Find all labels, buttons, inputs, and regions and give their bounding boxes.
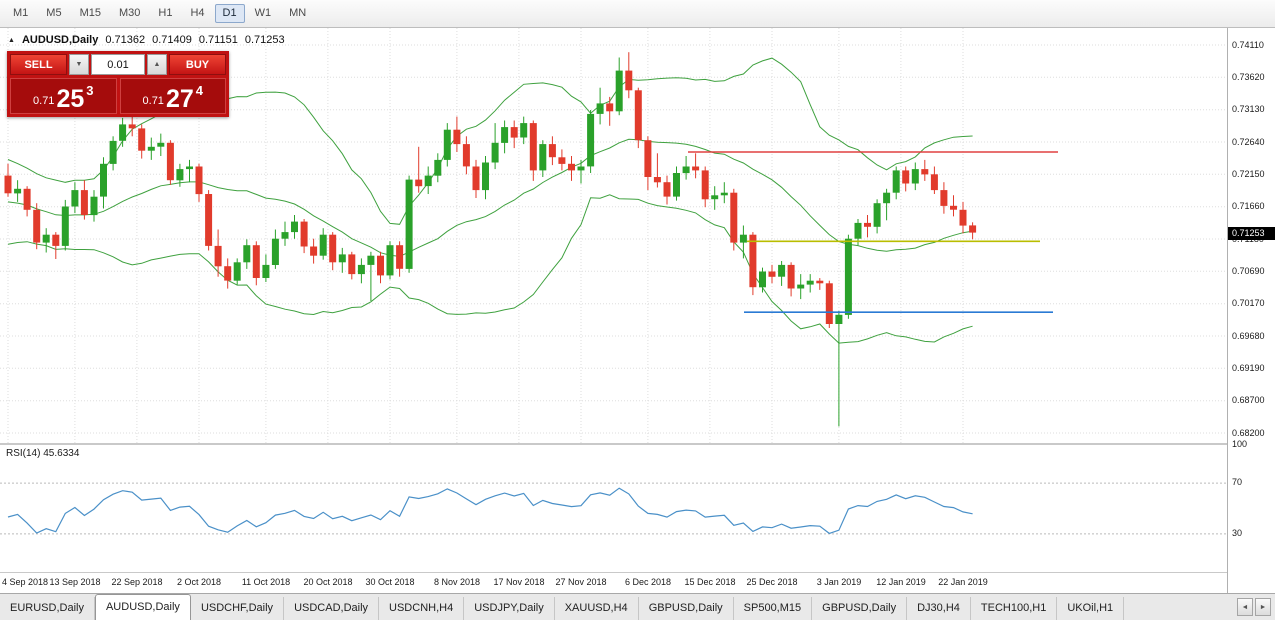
- tab-scroll-controls: ◄ ►: [1233, 594, 1275, 620]
- chart-tab-list: EURUSD,Daily AUDUSD,Daily USDCHF,Daily USDC…: [0, 594, 1233, 620]
- chart-symbol-icon: ▲: [8, 36, 15, 44]
- price-axis-label: 0.71660: [1232, 201, 1265, 211]
- time-axis[interactable]: 4 Sep 2018 13 Sep 2018 22 Sep 2018 2 Oct 20…: [0, 573, 1227, 593]
- chart-tab-tech100-h1[interactable]: TECH100,H1: [971, 596, 1058, 620]
- chart-tab-usdjpy-daily[interactable]: USDJPY,Daily: [464, 596, 555, 620]
- timeframe-toolbar: M1 M5 M15 M30 H1 H4 D1 W1 MN: [0, 0, 1275, 28]
- rsi-axis-label: 70: [1232, 477, 1243, 487]
- time-axis-label: 22 Sep 2018: [111, 577, 163, 587]
- ohlc-open: 0.71362: [105, 34, 146, 46]
- price-axis-label: 0.70690: [1232, 266, 1265, 276]
- time-axis-label: 13 Sep 2018: [49, 577, 101, 587]
- sell-price-display[interactable]: 0.71 25 3: [10, 78, 117, 114]
- time-axis-label: 11 Oct 2018: [241, 577, 291, 587]
- chart-tab-xauusd-h4[interactable]: XAUUSD,H4: [555, 596, 639, 620]
- time-axis-label: 4 Sep 2018: [2, 577, 49, 587]
- rsi-axis-label: 30: [1232, 528, 1243, 538]
- price-axis-label: 0.72150: [1232, 169, 1265, 179]
- price-axis-label: 0.69190: [1232, 363, 1265, 373]
- time-axis-label: 15 Dec 2018: [684, 577, 736, 587]
- panel-resize-divider[interactable]: [0, 443, 1227, 445]
- sell-price-prefix: 0.71: [33, 95, 55, 107]
- chart-tab-gbpusd-daily[interactable]: GBPUSD,Daily: [639, 596, 734, 620]
- time-axis-label: 30 Oct 2018: [365, 577, 415, 587]
- chart-window: ▲ AUDUSD,Daily 0.71362 0.71409 0.71151 0…: [0, 28, 1275, 593]
- tabs-scroll-right-button[interactable]: ►: [1255, 598, 1271, 616]
- time-axis-label: 2 Oct 2018: [176, 577, 222, 587]
- chart-tab-sp500-m15[interactable]: SP500,M15: [734, 596, 813, 620]
- sell-price-pips: 25: [56, 84, 85, 113]
- sell-price-point: 3: [86, 83, 94, 98]
- chart-tab-gbpusd-daily[interactable]: GBPUSD,Daily: [812, 596, 908, 620]
- timeframe-button-m15[interactable]: M15: [79, 7, 101, 19]
- chart-tab-bar: EURUSD,Daily AUDUSD,Daily USDCHF,Daily USDC…: [0, 593, 1275, 620]
- chart-tab-usdcnh-h4[interactable]: USDCNH,H4: [379, 596, 465, 620]
- price-axis-label: 0.74110: [1232, 40, 1264, 50]
- price-axis-label: 0.68200: [1232, 428, 1265, 438]
- price-scale[interactable]: 0.74110 0.73620 0.73130 0.72640 0.72150 0.716…: [1227, 28, 1275, 593]
- timeframe-button-h4[interactable]: H4: [190, 7, 205, 19]
- time-axis-label: 27 Nov 2018: [555, 577, 607, 587]
- timeframe-button-w1[interactable]: W1: [254, 7, 272, 19]
- chart-tab-audusd-daily[interactable]: AUDUSD,Daily: [94, 594, 191, 620]
- ohlc-low: 0.71151: [198, 34, 238, 46]
- tabs-scroll-left-button[interactable]: ◄: [1237, 598, 1253, 616]
- timeframe-button-m1[interactable]: M1: [13, 7, 29, 19]
- trade-panel-controls: SELL ▼ 0.01 ▲ BUY: [10, 54, 226, 75]
- lot-dropdown-button[interactable]: ▼: [69, 54, 89, 75]
- chart-tab-dj30-h4[interactable]: DJ30,H4: [907, 596, 971, 620]
- time-axis-label: 17 Nov 2018: [493, 577, 545, 587]
- timeframe-button-h1[interactable]: H1: [158, 7, 173, 19]
- buy-price-pips: 27: [165, 84, 194, 113]
- timeframe-button-m30[interactable]: M30: [118, 7, 141, 19]
- timeframe-button-m5[interactable]: M5: [46, 7, 62, 19]
- time-axis-label: 25 Dec 2018: [746, 577, 798, 587]
- rsi-indicator-label: RSI(14) 45.6334: [6, 448, 80, 459]
- timeframe-button-d1[interactable]: D1: [214, 4, 245, 23]
- price-axis-label: 0.68700: [1232, 395, 1265, 405]
- time-axis-label: 12 Jan 2019: [876, 577, 926, 587]
- price-axis-label: 0.72640: [1232, 137, 1265, 147]
- buy-button[interactable]: BUY: [169, 54, 226, 75]
- price-axis-label: 0.69680: [1232, 331, 1265, 341]
- chart-tab-usdchf-daily[interactable]: USDCHF,Daily: [191, 596, 285, 620]
- time-axis-label: 6 Dec 2018: [624, 577, 672, 587]
- price-axis-label: 0.70170: [1232, 298, 1265, 308]
- price-axis-label: 0.73130: [1232, 104, 1265, 114]
- chart-title: ▲ AUDUSD,Daily 0.71362 0.71409 0.71151 0…: [8, 34, 285, 46]
- rsi-axis-label: 100: [1232, 439, 1248, 449]
- trade-panel-prices: 0.71 25 3 0.71 27 4: [10, 78, 226, 114]
- sell-button[interactable]: SELL: [10, 54, 67, 75]
- lot-increase-button[interactable]: ▲: [147, 54, 167, 75]
- main-price-chart[interactable]: [0, 28, 1227, 443]
- chart-symbol-name: AUDUSD,Daily: [21, 34, 99, 46]
- lot-size-input[interactable]: 0.01: [91, 54, 145, 75]
- time-axis-label: 8 Nov 2018: [433, 577, 481, 587]
- buy-price-display[interactable]: 0.71 27 4: [119, 78, 226, 114]
- chart-tab-usdcad-daily[interactable]: USDCAD,Daily: [284, 596, 380, 620]
- chart-tab-eurusd-daily[interactable]: EURUSD,Daily: [0, 596, 95, 620]
- time-axis-divider: [0, 572, 1227, 573]
- ohlc-close: 0.71253: [244, 34, 285, 46]
- buy-price-point: 4: [195, 83, 203, 98]
- rsi-indicator-chart[interactable]: [0, 445, 1227, 572]
- current-price-tag: 0.71253: [1228, 227, 1275, 240]
- time-axis-label: 22 Jan 2019: [938, 577, 988, 587]
- price-axis-label: 0.73620: [1232, 72, 1265, 82]
- chart-tab-ukoil-h1[interactable]: UKOil,H1: [1057, 596, 1125, 620]
- ohlc-high: 0.71409: [152, 34, 192, 46]
- timeframe-button-mn[interactable]: MN: [289, 7, 307, 19]
- buy-price-prefix: 0.71: [142, 95, 164, 107]
- time-axis-label: 3 Jan 2019: [816, 577, 862, 587]
- one-click-trade-panel: SELL ▼ 0.01 ▲ BUY 0.71 25 3 0.71 27 4: [7, 51, 229, 117]
- time-axis-label: 20 Oct 2018: [303, 577, 353, 587]
